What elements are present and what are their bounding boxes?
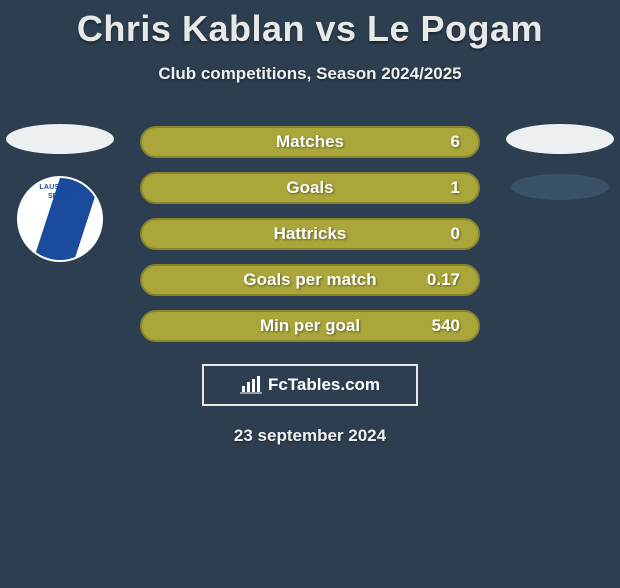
stat-bar: Goals 1 [140, 172, 480, 204]
stat-label: Hattricks [274, 224, 347, 244]
club-badge-placeholder-right [511, 174, 609, 200]
player-avatar-placeholder-right [506, 124, 614, 154]
stat-label: Matches [276, 132, 344, 152]
fctables-logo-text: FcTables.com [268, 375, 380, 395]
date-label: 23 september 2024 [0, 426, 620, 446]
fctables-logo-box: FcTables.com [202, 364, 418, 406]
comparison-content: LAUSANNE SPORT Matches 6 Goals 1 Hattric… [0, 126, 620, 446]
club-badge-label-bottom: SPORT [19, 193, 101, 200]
stat-label: Goals per match [243, 270, 376, 290]
stat-bar: Goals per match 0.17 [140, 264, 480, 296]
stat-label: Min per goal [260, 316, 360, 336]
stat-bar: Hattricks 0 [140, 218, 480, 250]
page-title: Chris Kablan vs Le Pogam [0, 8, 620, 50]
stat-label: Goals [286, 178, 333, 198]
club-badge-lausanne: LAUSANNE SPORT [17, 176, 103, 262]
right-player-column [500, 126, 620, 200]
stat-value: 0 [451, 224, 460, 244]
left-player-column: LAUSANNE SPORT [0, 126, 120, 262]
stat-value: 0.17 [427, 270, 460, 290]
club-badge-label-top: LAUSANNE [19, 184, 101, 191]
player-avatar-placeholder-left [6, 124, 114, 154]
stat-bar: Min per goal 540 [140, 310, 480, 342]
subtitle: Club competitions, Season 2024/2025 [0, 64, 620, 84]
bar-chart-icon [240, 376, 262, 394]
stat-value: 1 [451, 178, 460, 198]
stat-value: 540 [432, 316, 460, 336]
stat-bar: Matches 6 [140, 126, 480, 158]
stat-value: 6 [451, 132, 460, 152]
